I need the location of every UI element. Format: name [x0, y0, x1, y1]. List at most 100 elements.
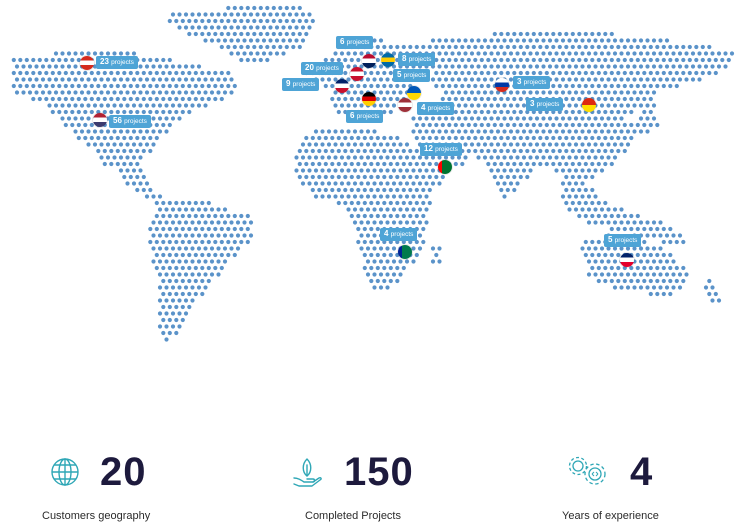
map-dot — [323, 148, 328, 154]
map-dot — [190, 90, 195, 95]
map-dot — [573, 181, 579, 186]
map-dot — [612, 285, 618, 290]
map-dot — [466, 135, 471, 141]
map-dot — [154, 70, 159, 76]
map-dot — [414, 161, 419, 167]
map-dot — [63, 109, 68, 115]
map-dot — [564, 187, 569, 193]
map-dot — [369, 226, 374, 232]
map-dot — [102, 83, 107, 89]
map-dot — [508, 155, 514, 160]
map-dot — [125, 142, 130, 147]
map-dot — [365, 207, 371, 212]
map-dot — [401, 83, 406, 89]
map-dot — [616, 213, 621, 219]
map-dot — [577, 135, 582, 141]
map-dot — [135, 109, 140, 115]
map-dot — [375, 96, 380, 102]
map-dot — [352, 129, 358, 134]
map-dot — [151, 259, 156, 264]
map-dot — [593, 259, 598, 264]
map-dot — [216, 25, 221, 30]
map-dot — [180, 265, 185, 271]
flag-icon — [438, 160, 452, 174]
map-dot — [60, 51, 65, 56]
map-dot — [609, 70, 614, 76]
map-dot — [174, 83, 179, 89]
project-unit: projects — [614, 237, 638, 244]
map-dot — [622, 213, 627, 219]
map-dot — [122, 96, 127, 102]
map-dot — [463, 129, 468, 134]
map-dot — [375, 239, 380, 245]
map-dot — [304, 18, 309, 24]
map-dot — [414, 122, 419, 128]
map-dot — [460, 122, 465, 128]
map-dot — [167, 291, 172, 297]
map-dot — [177, 90, 182, 95]
project-count-tag: 12 projects — [420, 143, 462, 156]
map-dot — [239, 239, 244, 245]
map-dot — [11, 83, 16, 89]
map-dot — [593, 64, 598, 69]
map-dot — [222, 259, 228, 264]
map-dot — [356, 200, 361, 206]
map-dot — [528, 129, 533, 134]
map-dot — [479, 70, 484, 76]
map-dot — [515, 64, 520, 69]
map-dot — [570, 57, 575, 63]
map-dot — [629, 278, 634, 284]
map-dot — [469, 77, 475, 82]
map-dot — [473, 44, 478, 50]
map-dot — [606, 129, 611, 134]
map-dot — [684, 64, 689, 69]
map-dot — [44, 83, 49, 89]
map-dot — [164, 207, 169, 212]
project-count-tag: 4 projects — [417, 102, 455, 115]
map-dot — [297, 5, 302, 11]
map-dot — [346, 155, 351, 160]
map-dot — [479, 148, 484, 154]
map-dot — [378, 272, 384, 277]
map-dot — [174, 226, 179, 232]
map-dot — [603, 109, 608, 115]
map-dot — [375, 83, 380, 89]
map-dot — [187, 70, 192, 76]
map-dot — [349, 148, 354, 154]
map-dot — [170, 220, 176, 225]
map-dot — [499, 161, 504, 167]
map-dot — [206, 70, 211, 76]
map-dot — [180, 109, 185, 115]
map-dot — [547, 129, 553, 134]
map-dot — [352, 103, 358, 108]
map-dot — [424, 181, 429, 186]
map-dot — [349, 96, 354, 102]
map-dot — [167, 122, 172, 128]
map-dot — [200, 70, 205, 76]
map-dot — [681, 265, 686, 271]
map-dot — [398, 168, 403, 173]
map-dot — [625, 129, 631, 134]
map-dot — [625, 285, 631, 290]
map-dot — [603, 135, 608, 141]
map-dot — [421, 174, 426, 180]
map-dot — [177, 207, 182, 212]
map-dot — [577, 83, 582, 89]
project-count: 3 — [530, 99, 537, 108]
map-dot — [489, 103, 494, 108]
map-dot — [365, 168, 371, 173]
map-dot — [677, 233, 683, 238]
map-dot — [206, 31, 211, 37]
map-dot — [118, 168, 124, 173]
map-dot — [388, 252, 393, 258]
map-dot — [170, 116, 176, 121]
map-dot — [125, 129, 130, 134]
map-dot — [583, 122, 588, 128]
map-dot — [642, 96, 647, 102]
map-dot — [349, 161, 354, 167]
map-dot — [313, 168, 319, 173]
map-dot — [713, 70, 718, 76]
map-dot — [612, 116, 618, 121]
map-dot — [570, 70, 575, 76]
map-dot — [112, 129, 117, 134]
